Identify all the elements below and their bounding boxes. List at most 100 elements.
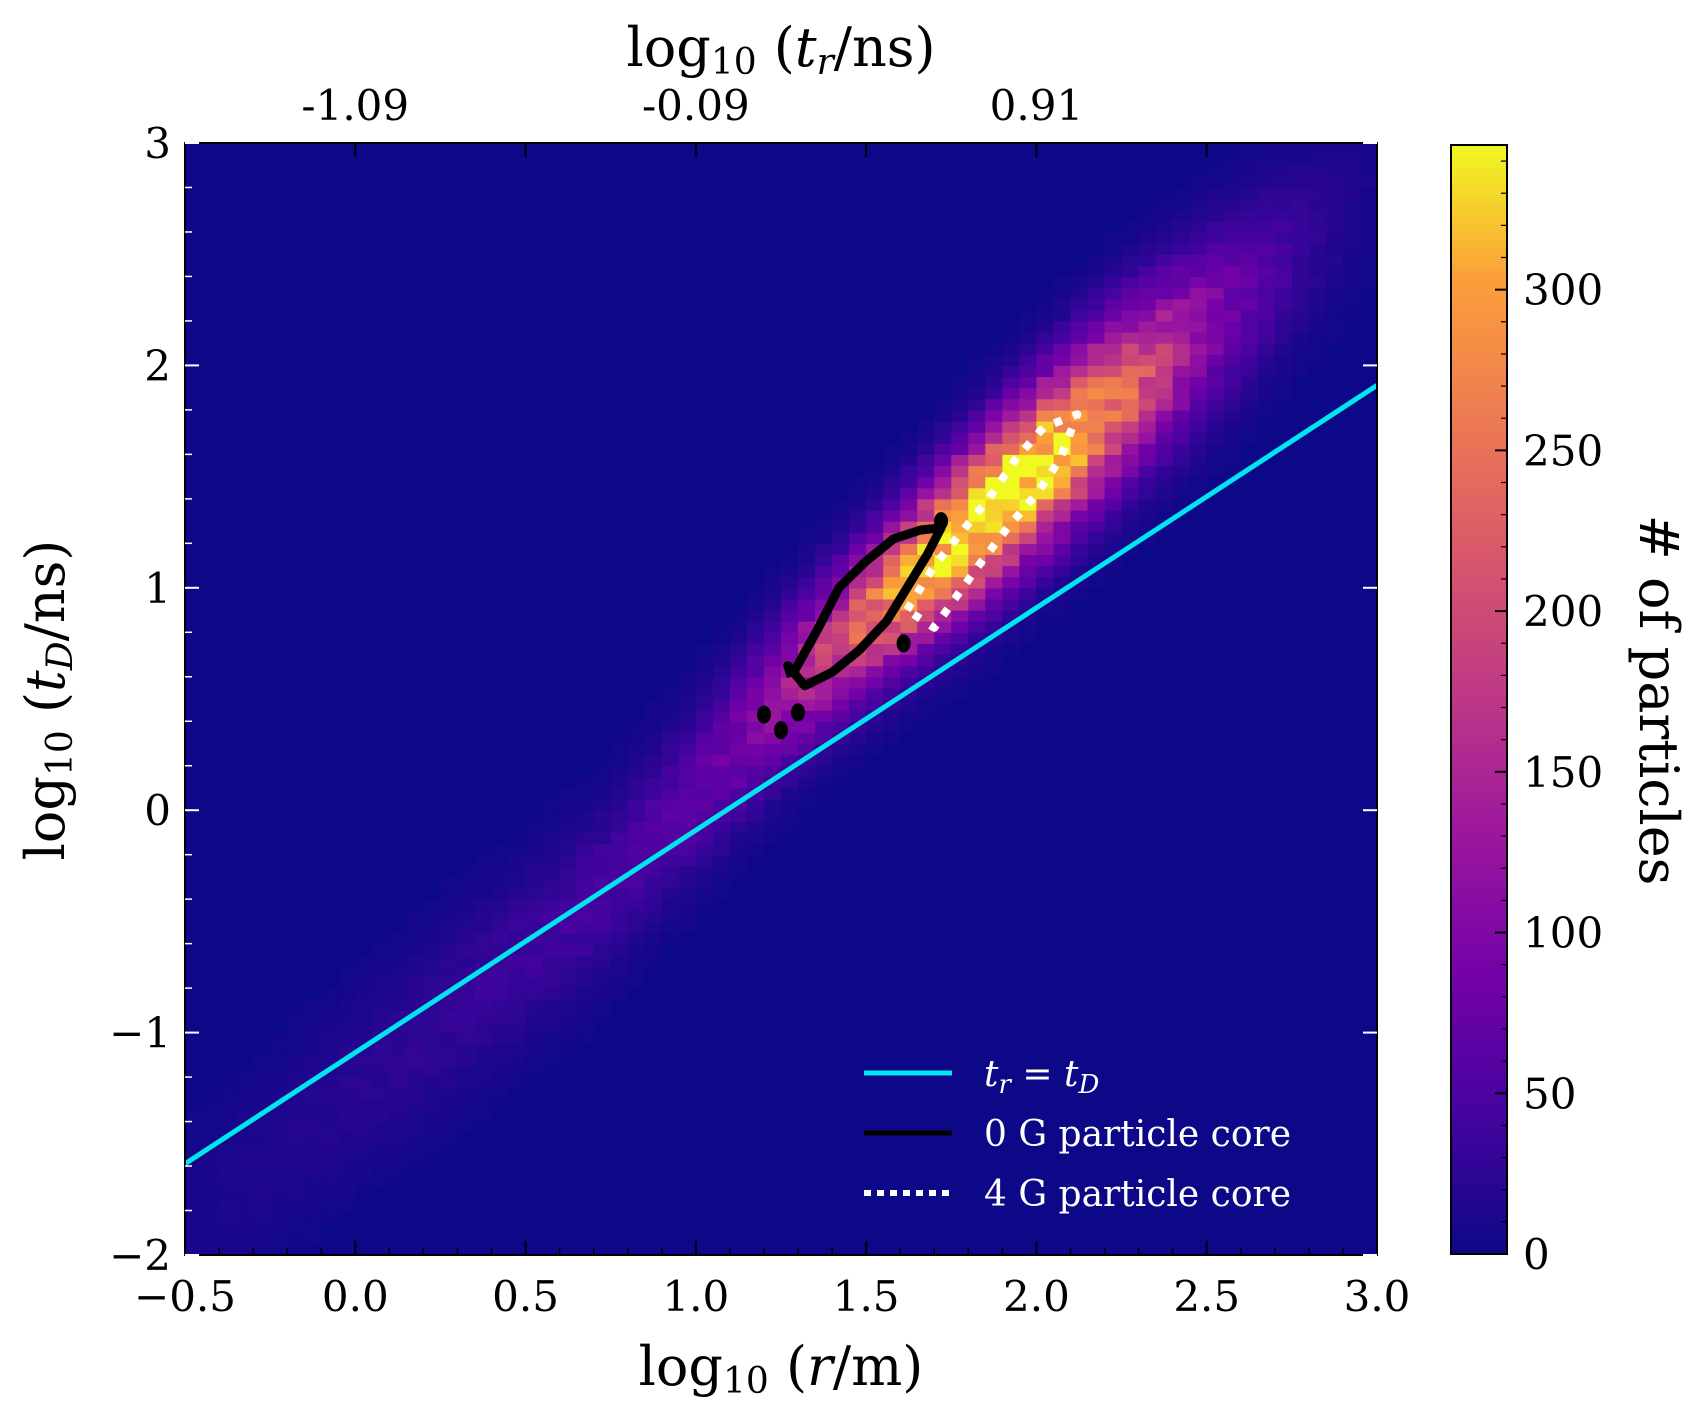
heatmap-cell bbox=[1189, 354, 1208, 366]
heatmap-cell bbox=[900, 543, 918, 555]
colorbar-tick-label: 250 bbox=[1523, 426, 1603, 475]
heatmap-cell bbox=[185, 1221, 203, 1234]
heatmap-cell bbox=[1070, 587, 1089, 600]
heatmap-cell bbox=[968, 421, 986, 433]
heatmap-cell bbox=[712, 854, 731, 867]
heatmap-cell bbox=[1172, 232, 1191, 244]
heatmap-cell bbox=[746, 587, 765, 600]
heatmap-cell bbox=[1223, 154, 1242, 166]
heatmap-cell bbox=[1002, 320, 1020, 333]
heatmap-cell bbox=[1291, 143, 1310, 155]
heatmap-cell bbox=[849, 754, 867, 767]
heatmap-cell bbox=[661, 799, 680, 811]
heatmap-cell bbox=[474, 899, 493, 911]
heatmap-cell bbox=[1172, 209, 1191, 222]
heatmap-cell bbox=[1002, 365, 1020, 378]
heatmap-cell bbox=[1036, 487, 1054, 500]
heatmap-cell bbox=[1138, 320, 1157, 333]
heatmap-cell bbox=[406, 977, 424, 989]
heatmap-cell bbox=[372, 1099, 390, 1111]
heatmap-cell bbox=[423, 1110, 441, 1123]
heatmap-cell bbox=[491, 843, 510, 856]
heatmap-cell bbox=[1274, 365, 1293, 378]
heatmap-cell bbox=[1121, 376, 1140, 389]
heatmap-cell bbox=[1036, 332, 1054, 344]
heatmap-cell bbox=[338, 1021, 356, 1034]
heatmap-cell bbox=[781, 788, 799, 800]
heatmap-cell bbox=[661, 743, 680, 756]
heatmap-cell bbox=[695, 810, 714, 822]
heatmap-cell bbox=[1019, 354, 1037, 366]
heatmap-cell bbox=[593, 954, 612, 967]
heatmap-cell bbox=[781, 621, 799, 633]
heatmap-cell bbox=[372, 1177, 390, 1189]
heatmap-cell bbox=[661, 810, 680, 822]
heatmap-cell bbox=[576, 843, 595, 856]
heatmap-cell bbox=[542, 910, 561, 922]
heatmap-cell bbox=[236, 1188, 254, 1200]
heatmap-cell bbox=[951, 643, 969, 656]
heatmap-cell bbox=[917, 465, 935, 478]
heatmap-cell bbox=[236, 1177, 254, 1189]
heatmap-cell bbox=[406, 932, 424, 945]
heatmap-cell bbox=[559, 821, 578, 833]
heatmap-cell bbox=[1189, 376, 1208, 389]
heatmap-cell bbox=[491, 943, 510, 956]
heatmap-cell bbox=[423, 1154, 441, 1167]
heatmap-cell bbox=[900, 465, 918, 478]
heatmap-cell bbox=[1104, 543, 1123, 555]
heatmap-cell bbox=[576, 988, 595, 1000]
heatmap-cell bbox=[849, 498, 867, 511]
heatmap-cell bbox=[764, 565, 782, 578]
colorbar-tick-label: 200 bbox=[1523, 587, 1603, 636]
heatmap-cell bbox=[423, 954, 441, 967]
heatmap-cell bbox=[1104, 454, 1123, 467]
heatmap-cell bbox=[1274, 298, 1293, 311]
heatmap-cell bbox=[917, 643, 935, 656]
heatmap-cell bbox=[355, 1032, 373, 1045]
heatmap-cell bbox=[1257, 176, 1276, 189]
heatmap-cell bbox=[815, 654, 833, 667]
heatmap-cell bbox=[457, 954, 476, 967]
heatmap-cell bbox=[1172, 187, 1191, 200]
heatmap-cell bbox=[1240, 276, 1259, 289]
heatmap-cell bbox=[644, 810, 663, 822]
heatmap-cell bbox=[287, 1188, 305, 1200]
heatmap-cell bbox=[917, 687, 935, 700]
heatmap-cell bbox=[474, 921, 493, 934]
heatmap-cell bbox=[593, 765, 612, 778]
heatmap-cell bbox=[1121, 232, 1140, 244]
heatmap-cell bbox=[355, 977, 373, 989]
heatmap-cell bbox=[1036, 443, 1054, 455]
heatmap-cell bbox=[1189, 243, 1208, 255]
heatmap-cell bbox=[644, 788, 663, 800]
heatmap-cell bbox=[798, 632, 816, 644]
heatmap-cell bbox=[406, 1043, 424, 1056]
heatmap-cell bbox=[968, 487, 986, 500]
heatmap-cell bbox=[1291, 265, 1310, 277]
heatmap-cell bbox=[542, 1010, 561, 1023]
heatmap-cell bbox=[219, 1121, 237, 1134]
heatmap-cell bbox=[202, 1210, 220, 1223]
heatmap-cell bbox=[542, 943, 561, 956]
heatmap-cell bbox=[1036, 298, 1054, 311]
heatmap-cell bbox=[1206, 298, 1225, 311]
heatmap-cell bbox=[389, 1054, 407, 1067]
heatmap-cell bbox=[764, 810, 782, 822]
heatmap-cell bbox=[457, 1110, 476, 1123]
heatmap-cell bbox=[1223, 343, 1242, 355]
heatmap-cell bbox=[1206, 376, 1225, 389]
top-x-tick-label: -1.09 bbox=[301, 81, 409, 130]
heatmap-cell bbox=[985, 387, 1003, 400]
heatmap-cell bbox=[236, 1221, 254, 1234]
heatmap-cell bbox=[1087, 343, 1106, 355]
heatmap-cell bbox=[900, 521, 918, 533]
heatmap-cell bbox=[1240, 376, 1259, 389]
heatmap-cell bbox=[304, 1188, 322, 1200]
heatmap-cell bbox=[372, 932, 390, 945]
heatmap-cell bbox=[338, 1088, 356, 1100]
heatmap-cell bbox=[1104, 254, 1123, 266]
heatmap-cell bbox=[781, 654, 799, 667]
heatmap-cell bbox=[423, 910, 441, 922]
heatmap-cell bbox=[1240, 165, 1259, 177]
